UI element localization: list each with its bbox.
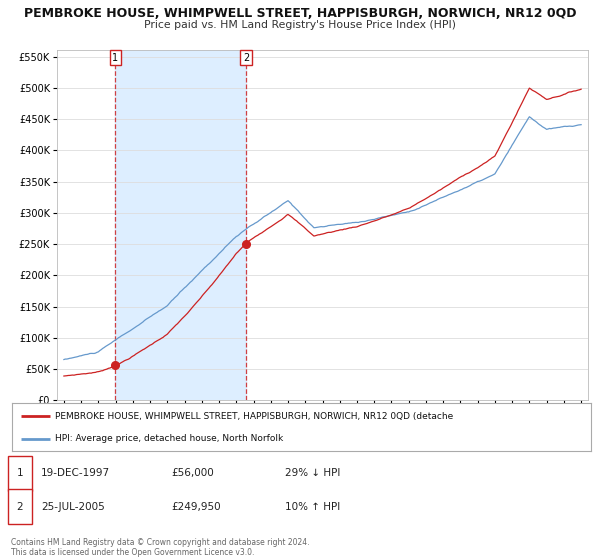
- Text: PEMBROKE HOUSE, WHIMPWELL STREET, HAPPISBURGH, NORWICH, NR12 0QD (detache: PEMBROKE HOUSE, WHIMPWELL STREET, HAPPIS…: [55, 412, 454, 421]
- Text: HPI: Average price, detached house, North Norfolk: HPI: Average price, detached house, Nort…: [55, 435, 284, 444]
- Text: 1: 1: [112, 53, 118, 63]
- Text: 1: 1: [16, 468, 23, 478]
- Text: 10% ↑ HPI: 10% ↑ HPI: [285, 502, 340, 512]
- Text: £249,950: £249,950: [171, 502, 221, 512]
- Text: 29% ↓ HPI: 29% ↓ HPI: [285, 468, 340, 478]
- Text: 2: 2: [16, 502, 23, 512]
- Bar: [115, 50, 246, 400]
- Text: 25-JUL-2005: 25-JUL-2005: [41, 502, 104, 512]
- Text: Price paid vs. HM Land Registry's House Price Index (HPI): Price paid vs. HM Land Registry's House …: [144, 20, 456, 30]
- Text: 19-DEC-1997: 19-DEC-1997: [41, 468, 110, 478]
- Text: £56,000: £56,000: [171, 468, 214, 478]
- Text: Contains HM Land Registry data © Crown copyright and database right 2024.
This d: Contains HM Land Registry data © Crown c…: [11, 538, 310, 557]
- Text: 2: 2: [243, 53, 249, 63]
- Text: PEMBROKE HOUSE, WHIMPWELL STREET, HAPPISBURGH, NORWICH, NR12 0QD: PEMBROKE HOUSE, WHIMPWELL STREET, HAPPIS…: [24, 7, 576, 20]
